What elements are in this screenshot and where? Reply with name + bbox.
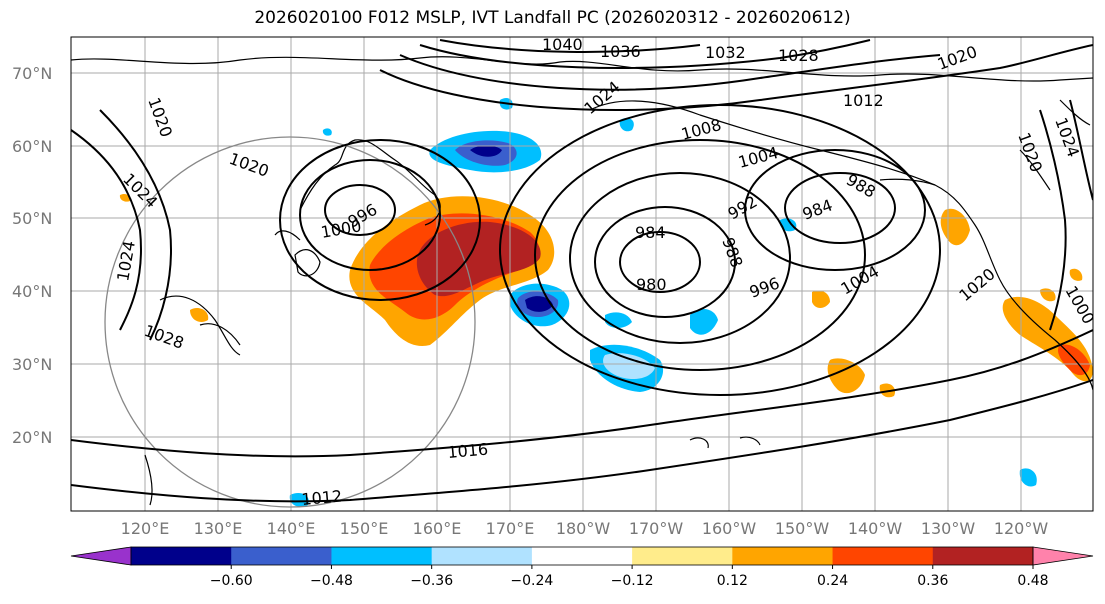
colorbar-segment (732, 547, 834, 565)
isobar-label: 1040 (542, 35, 583, 54)
lat-label: 20°N (12, 428, 52, 447)
colorbar-tick-label: −0.48 (310, 573, 353, 589)
lon-label: 170°W (629, 519, 684, 538)
lon-label: 140°W (848, 519, 903, 538)
isobar-label: 984 (635, 223, 666, 242)
colorbar-segment (231, 547, 332, 565)
colorbar-segment (331, 547, 433, 565)
colorbar-segment (932, 547, 1034, 565)
colorbar: −0.60 −0.48 −0.36 −0.24 −0.12 0.12 0.24 0.36 0.4… (70, 546, 1094, 589)
colorbar-tick-label: 0.24 (817, 573, 848, 589)
colorbar-tick-label: −0.12 (611, 573, 654, 589)
lon-label: 150°W (775, 519, 830, 538)
isobar-label: 1028 (778, 46, 819, 65)
colorbar-segment (431, 547, 533, 565)
lat-label: 70°N (12, 64, 52, 83)
lon-label: 170°E (486, 519, 535, 538)
isobars (71, 39, 1093, 503)
isobar-label: 980 (636, 275, 667, 294)
colorbar-segment (632, 547, 733, 565)
lon-label: 130°E (194, 519, 243, 538)
colorbar-tick-label: −0.36 (410, 573, 453, 589)
lon-label: 140°E (267, 519, 316, 538)
colorbar-extend-low (70, 546, 132, 566)
colorbar-extend-high (1032, 546, 1094, 566)
colorbar-segment (531, 547, 633, 565)
colorbar-tick-label: 0.36 (917, 573, 948, 589)
colorbar-tick-label: 0.48 (1017, 573, 1048, 589)
isobar-label: 1036 (600, 42, 641, 61)
map-area (71, 37, 1093, 511)
colorbar-segment (131, 547, 232, 565)
lat-label: 60°N (12, 137, 52, 156)
map-frame (70, 36, 1094, 512)
isobar-label: 1016 (447, 440, 489, 462)
lon-label: 180°W (556, 519, 611, 538)
lon-label: 160°W (702, 519, 757, 538)
colorbar-tick-label: −0.60 (210, 573, 253, 589)
colorbar-tick-label: −0.24 (510, 573, 553, 589)
lon-label: 130°W (921, 519, 976, 538)
isobar-label: 1012 (843, 91, 884, 110)
isobar-label: 1032 (705, 43, 746, 62)
lat-label: 30°N (12, 355, 52, 374)
lon-label: 120°W (994, 519, 1049, 538)
lat-label: 50°N (12, 209, 52, 228)
lon-label: 150°E (340, 519, 389, 538)
map-title: 2026020100 F012 MSLP, IVT Landfall PC (2… (254, 8, 851, 28)
colorbar-tick-label: 0.12 (717, 573, 748, 589)
isobar-label: 1012 (301, 487, 343, 509)
lat-label: 40°N (12, 282, 52, 301)
range-ring (104, 136, 476, 508)
colorbar-outline (130, 546, 1034, 566)
longitude-labels: 120°E 130°E 140°E 150°E 160°E 170°E 180°… (121, 519, 1049, 538)
lon-label: 160°E (413, 519, 462, 538)
lon-label: 120°E (121, 519, 170, 538)
latitude-labels: 70°N 60°N 50°N 40°N 30°N 20°N (12, 64, 52, 447)
colorbar-segment (832, 547, 934, 565)
